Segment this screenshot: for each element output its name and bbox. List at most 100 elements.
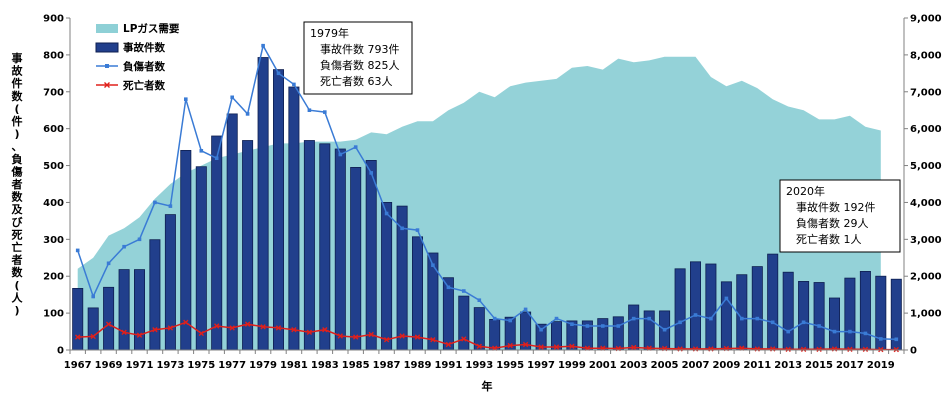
death-point	[785, 346, 791, 352]
injured-point	[601, 324, 605, 328]
accident-bar	[427, 252, 439, 351]
legend-item: 負傷者数	[96, 60, 165, 73]
death-point	[414, 334, 421, 340]
death-point	[461, 336, 467, 342]
injured-point	[647, 316, 651, 321]
accident-bar	[612, 316, 624, 351]
death-point	[75, 334, 81, 340]
accident-bar	[288, 86, 300, 351]
right-tick-label: 9,000	[910, 14, 942, 25]
right-tick-label: 3,000	[910, 235, 942, 246]
accident-bar	[705, 263, 717, 351]
accident-bar	[489, 318, 501, 351]
x-tick-label: 1973	[156, 360, 184, 371]
accident-bar	[303, 140, 315, 351]
accident-bar	[87, 307, 99, 351]
right-tick-label: 5,000	[910, 161, 942, 172]
death-point	[538, 344, 544, 350]
x-tick-label: 1993	[465, 360, 493, 371]
right-tick-label: 2,000	[910, 272, 942, 283]
accident-bar	[226, 113, 238, 351]
death-point	[167, 325, 174, 331]
death-point	[291, 327, 297, 333]
injured-point	[292, 82, 296, 87]
x-tick-label: 2007	[682, 360, 710, 371]
accident-bar	[211, 135, 223, 351]
injured-point	[230, 95, 234, 100]
legend-label: 負傷者数	[123, 60, 165, 73]
injured-point	[755, 316, 760, 321]
injured-point	[770, 320, 775, 325]
death-point	[337, 333, 343, 339]
injured-point	[353, 145, 358, 149]
injured-point	[678, 320, 682, 325]
accident-bar	[720, 281, 732, 351]
x-axis-label: 年	[482, 379, 493, 393]
x-tick-label: 1989	[404, 360, 432, 371]
death-point	[800, 346, 807, 352]
accident-bar	[551, 321, 563, 351]
lines-layer	[75, 43, 899, 353]
injured-point	[122, 244, 126, 249]
accident-bar	[334, 148, 346, 351]
legend-item: LPガス需要	[96, 22, 180, 35]
death-point	[569, 343, 575, 349]
x-tick-label: 2013	[774, 360, 802, 371]
legend-item: 死亡者数	[96, 79, 165, 92]
legend-swatch	[96, 24, 118, 33]
injured-point	[863, 331, 868, 336]
death-point	[430, 337, 436, 343]
left-tick-label: 200	[43, 272, 64, 283]
x-tick-label: 1995	[496, 360, 524, 371]
accident-bar	[350, 166, 362, 351]
death-point	[445, 341, 452, 348]
death-point	[553, 344, 560, 350]
death-point	[275, 325, 282, 331]
injured-point	[462, 289, 466, 293]
death-point	[306, 329, 313, 335]
death-point	[322, 327, 328, 333]
legend-swatch	[95, 42, 119, 53]
injured-point	[214, 156, 219, 160]
legend-item: 事故件数	[95, 41, 165, 54]
x-tick-label: 2001	[589, 360, 617, 371]
left-tick-label: 400	[43, 198, 64, 209]
left-tick-label: 100	[43, 309, 64, 320]
injured-point	[539, 327, 543, 332]
injured-point	[106, 261, 111, 266]
x-tick-label: 1985	[342, 360, 370, 371]
accident-bar	[767, 253, 779, 351]
accident-bar	[798, 280, 810, 351]
x-tick-label: 1987	[373, 360, 401, 371]
accident-bar	[257, 57, 269, 351]
left-tick-label: 0	[57, 346, 64, 357]
death-point	[383, 337, 390, 343]
right-tick-label: 7,000	[910, 87, 942, 98]
death-point	[260, 324, 266, 330]
x-tick-label: 2017	[836, 360, 864, 371]
injured-point	[400, 226, 404, 231]
injured-point	[307, 108, 312, 112]
death-point	[399, 333, 405, 339]
death-point	[90, 333, 96, 340]
injured-point	[369, 171, 373, 175]
injured-point	[848, 329, 852, 334]
x-tick-label: 1969	[95, 360, 123, 371]
right-tick-label: 0	[910, 346, 917, 357]
death-point	[214, 323, 220, 329]
death-point	[847, 346, 853, 352]
accident-bar	[473, 307, 485, 351]
death-point	[152, 327, 158, 333]
injured-point	[431, 263, 435, 267]
legend-marker	[105, 64, 109, 68]
left-tick-label: 500	[43, 161, 64, 172]
injured-point	[570, 322, 574, 326]
accident-bar	[103, 286, 115, 351]
x-tick-label: 1979	[249, 360, 277, 371]
accident-bar	[411, 236, 423, 351]
accident-bar	[751, 266, 763, 351]
